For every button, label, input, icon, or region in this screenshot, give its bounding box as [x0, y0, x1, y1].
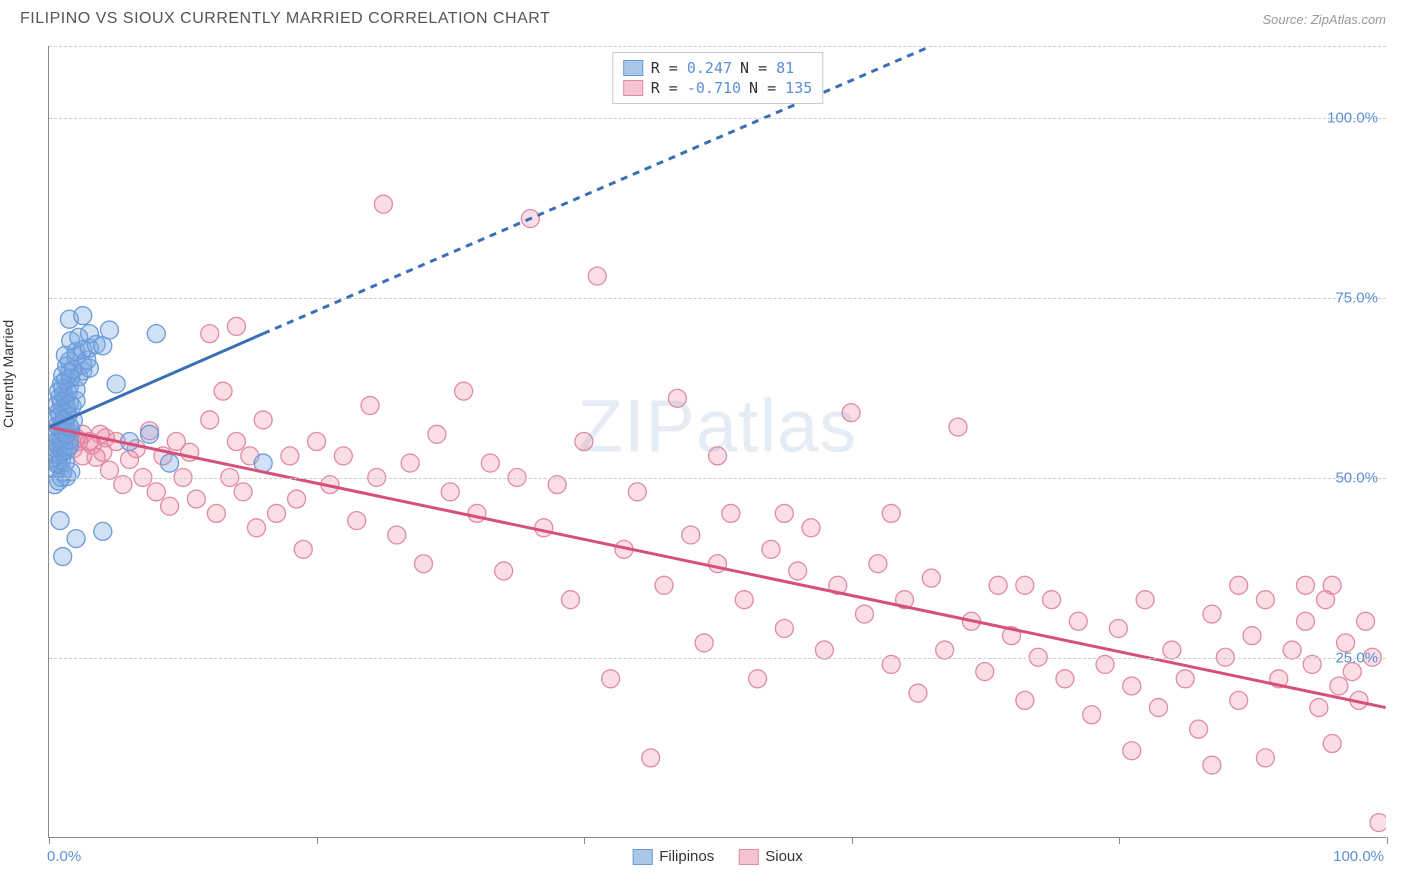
swatch-sioux-b: [738, 849, 758, 865]
legend-correlation-box: R = 0.247 N = 81 R = -0.710 N = 135: [612, 52, 824, 104]
y-axis-label: Currently Married: [0, 320, 16, 428]
legend-r-sioux: R = -0.710: [651, 79, 741, 97]
legend-item-sioux: Sioux: [738, 848, 803, 865]
swatch-filipinos-b: [632, 849, 652, 865]
x-tick: [852, 837, 853, 844]
gridline-h: [49, 118, 1386, 119]
y-tick-label: 25.0%: [1335, 650, 1378, 667]
chart-title: FILIPINO VS SIOUX CURRENTLY MARRIED CORR…: [20, 10, 550, 28]
legend-label-sioux: Sioux: [765, 848, 803, 865]
chart-source: Source: ZipAtlas.com: [1262, 12, 1386, 27]
legend-n-sioux: N = 135: [749, 79, 812, 97]
swatch-sioux: [623, 80, 643, 96]
legend-n-filipinos: N = 81: [740, 59, 794, 77]
legend-series-box: Filipinos Sioux: [632, 848, 803, 865]
chart-header: FILIPINO VS SIOUX CURRENTLY MARRIED CORR…: [0, 0, 1406, 34]
swatch-filipinos: [623, 60, 643, 76]
gridline-h: [49, 478, 1386, 479]
legend-item-filipinos: Filipinos: [632, 848, 714, 865]
x-tick-label-min: 0.0%: [47, 848, 81, 865]
legend-label-filipinos: Filipinos: [659, 848, 714, 865]
y-tick-label: 75.0%: [1335, 290, 1378, 307]
x-tick-label-max: 100.0%: [1333, 848, 1384, 865]
legend-row-filipinos: R = 0.247 N = 81: [623, 58, 813, 78]
x-tick: [49, 837, 50, 844]
gridline-h: [49, 46, 1386, 47]
x-tick: [584, 837, 585, 844]
chart-plot-area: ZIPatlas R = 0.247 N = 81 R = -0.710 N =…: [48, 46, 1386, 838]
scatter-svg: [49, 46, 1386, 837]
y-tick-label: 50.0%: [1335, 470, 1378, 487]
y-tick-label: 100.0%: [1327, 110, 1378, 127]
gridline-h: [49, 298, 1386, 299]
x-tick: [317, 837, 318, 844]
legend-row-sioux: R = -0.710 N = 135: [623, 78, 813, 98]
gridline-h: [49, 658, 1386, 659]
x-tick: [1387, 837, 1388, 844]
legend-r-filipinos: R = 0.247: [651, 59, 732, 77]
x-tick: [1119, 837, 1120, 844]
